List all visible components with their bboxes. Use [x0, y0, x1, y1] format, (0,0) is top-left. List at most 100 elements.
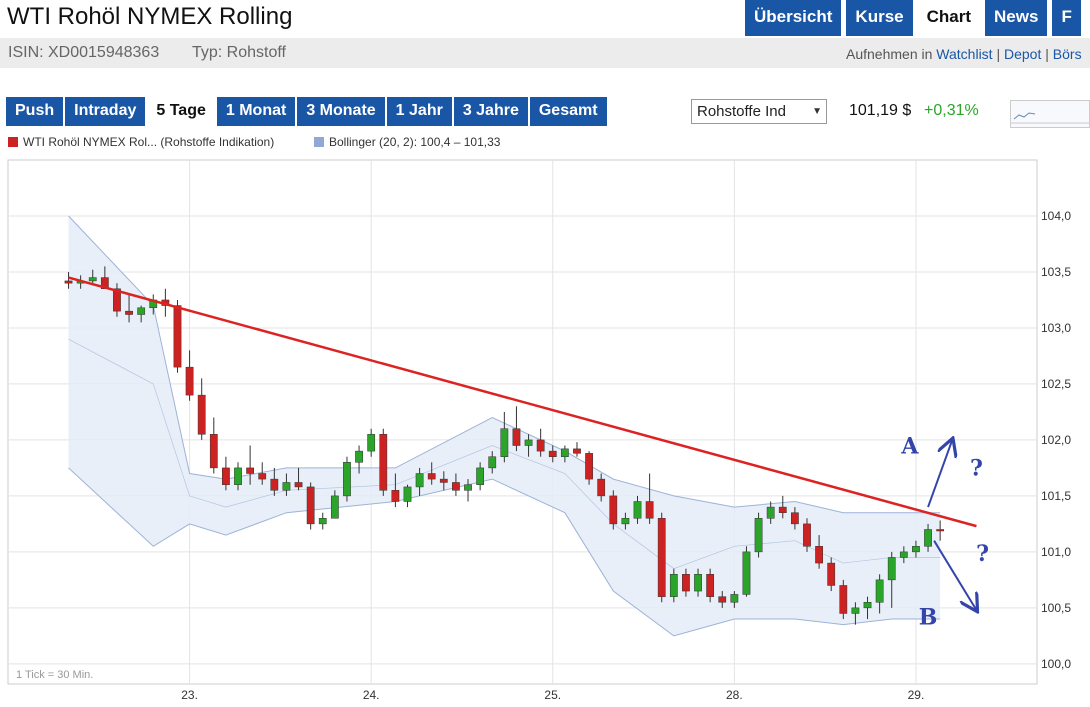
- annotation-label: ?: [970, 456, 983, 482]
- y-tick-label: 103,5: [1041, 265, 1071, 279]
- candle-body: [391, 490, 400, 502]
- index-select-value: Rohstoffe Ind: [697, 103, 786, 120]
- legend-item-price: WTI Rohöl NYMEX Rol... (Rohstoffe Indika…: [8, 135, 274, 149]
- candle-body: [464, 484, 472, 491]
- y-tick-label: 101,0: [1041, 545, 1071, 559]
- annotation-label: ?: [976, 541, 989, 567]
- candle-body: [173, 305, 182, 368]
- candle-body: [657, 518, 666, 597]
- candle-body: [197, 394, 206, 435]
- candle-body: [125, 310, 133, 315]
- tick-note: 1 Tick = 30 Min.: [16, 669, 93, 681]
- candle-body: [682, 574, 690, 592]
- tab-uebersicht[interactable]: Übersicht: [745, 0, 842, 36]
- candle-body: [742, 551, 751, 595]
- candle-body: [524, 439, 533, 446]
- candle-body: [621, 518, 630, 525]
- candle-body: [585, 453, 593, 480]
- main-tabs: Übersicht Kurse Chart News F: [745, 0, 1081, 36]
- x-tick-label: 23.: [181, 688, 198, 702]
- y-tick-label: 104,0: [1041, 209, 1071, 223]
- candle-body: [597, 478, 606, 497]
- candle-body: [88, 277, 97, 282]
- isin-label: ISIN: XD0015948363: [8, 44, 160, 61]
- mini-chart-thumbnail[interactable]: [1010, 100, 1090, 128]
- range-tab-1-jahr[interactable]: 1 Jahr: [386, 97, 452, 126]
- range-tab-push[interactable]: Push: [6, 97, 64, 126]
- candle-body: [234, 467, 242, 485]
- tab-more[interactable]: F: [1052, 0, 1081, 36]
- candle-body: [318, 518, 327, 525]
- candle-body: [439, 478, 448, 483]
- candle-body: [718, 596, 727, 603]
- type-label: Typ: Rohstoff: [192, 44, 286, 61]
- candle-body: [113, 288, 121, 312]
- candle-body: [645, 501, 654, 519]
- candle-body: [912, 546, 920, 553]
- candle-body: [887, 557, 896, 581]
- candle-body: [863, 602, 872, 609]
- range-tab-3-jahre[interactable]: 3 Jahre: [453, 97, 528, 126]
- candle-body: [633, 501, 642, 519]
- watchlist-links: Aufnehmen in Watchlist | Depot | Börs: [846, 46, 1082, 62]
- x-tick-label: 24.: [363, 688, 380, 702]
- range-tab-5-tage[interactable]: 5 Tage: [147, 97, 215, 126]
- range-tabs: Push Intraday 5 Tage 1 Monat 3 Monate 1 …: [6, 97, 607, 126]
- y-tick-label: 100,5: [1041, 601, 1071, 615]
- legend-label-bollinger: Bollinger (20, 2): 100,4 – 101,33: [329, 135, 501, 149]
- candle-body: [803, 523, 811, 547]
- legend-label-price: WTI Rohöl NYMEX Rol... (Rohstoffe Indika…: [23, 135, 275, 149]
- candle-body: [766, 506, 775, 519]
- bollinger-lower-line: [68, 467, 941, 637]
- candle-body: [367, 434, 376, 452]
- candle-body: [694, 574, 702, 592]
- y-tick-label: 101,5: [1041, 489, 1071, 503]
- candlestick-chart: 100,0 100,5 101,0 101,5 102,0 102,5 103,0 103,5…: [7, 159, 1071, 702]
- tab-news[interactable]: News: [985, 0, 1048, 36]
- candle-body: [706, 574, 715, 597]
- tab-kurse[interactable]: Kurse: [846, 0, 913, 36]
- annotation-label: A: [900, 433, 919, 459]
- candle-body: [415, 473, 424, 488]
- range-tab-gesamt[interactable]: Gesamt: [529, 97, 607, 126]
- candle-body: [573, 448, 581, 454]
- legend-swatch-price: [8, 137, 18, 147]
- annotation-label: B: [919, 605, 938, 631]
- candle-body: [270, 478, 279, 491]
- add-to-label: Aufnehmen in: [846, 46, 933, 62]
- mini-chart-icon: [1011, 112, 1090, 124]
- candle-body: [427, 473, 436, 480]
- y-tick-label: 102,5: [1041, 377, 1071, 391]
- candle-body: [827, 562, 836, 586]
- candle-body: [306, 486, 315, 525]
- candle-body: [209, 434, 218, 469]
- link-separator: |: [996, 46, 1001, 62]
- x-tick-label: 29.: [908, 688, 925, 702]
- candle-body: [548, 450, 557, 457]
- candle-body: [536, 439, 545, 452]
- range-tab-1-monat[interactable]: 1 Monat: [216, 97, 296, 126]
- candle-body: [64, 280, 73, 284]
- candle-body: [379, 434, 388, 491]
- depot-link[interactable]: Depot: [1004, 46, 1042, 62]
- candle-body: [185, 366, 194, 396]
- candle-body: [754, 518, 763, 553]
- tab-chart[interactable]: Chart: [917, 0, 981, 36]
- candle-body: [924, 529, 932, 547]
- top-header: WTI Rohöl NYMEX Rolling Übersicht Kurse …: [0, 0, 1090, 38]
- candle-body: [258, 473, 267, 480]
- candle-body: [294, 482, 303, 488]
- annotation-arrow: [927, 440, 952, 508]
- boerse-link[interactable]: Börs: [1052, 46, 1082, 62]
- watchlist-link[interactable]: Watchlist: [936, 46, 993, 62]
- candle-body: [839, 585, 848, 614]
- x-tick-label: 28.: [726, 688, 743, 702]
- candle-body: [669, 574, 678, 597]
- dropdown-arrow-icon: ▼: [812, 106, 822, 117]
- range-tab-3-monate[interactable]: 3 Monate: [297, 97, 385, 126]
- legend-item-bollinger: Bollinger (20, 2): 100,4 – 101,33: [314, 135, 500, 149]
- index-select[interactable]: Rohstoffe Ind ▼: [691, 99, 827, 124]
- x-tick-label: 25.: [544, 688, 561, 702]
- trendline: [68, 276, 977, 528]
- range-tab-intraday[interactable]: Intraday: [65, 97, 146, 126]
